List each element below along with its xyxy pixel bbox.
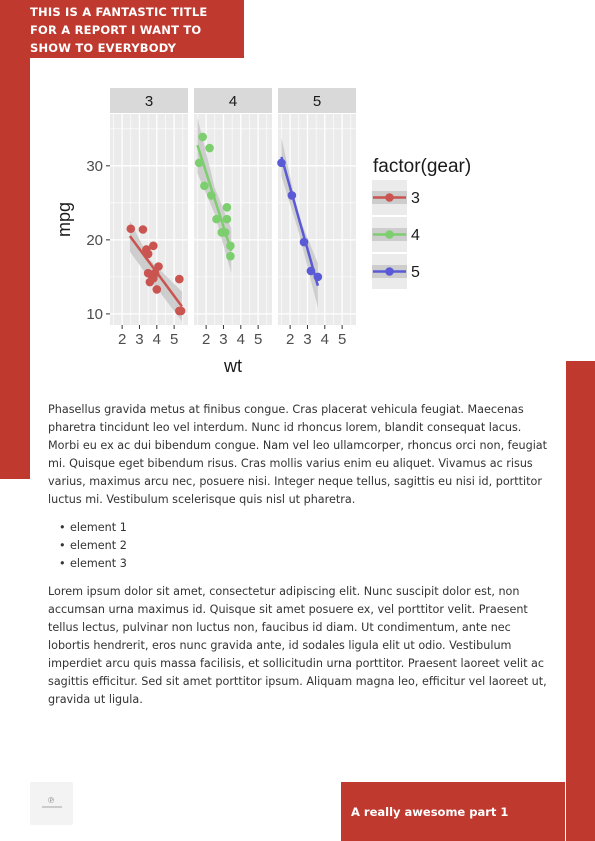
data-point [138, 225, 148, 234]
logo-mark-icon: ℗ [47, 796, 55, 805]
logo-underline [42, 806, 62, 808]
data-point [306, 266, 316, 276]
legend-title: factor(gear) [373, 156, 471, 177]
data-point [154, 262, 163, 271]
x-tick-label: 2 [202, 331, 210, 348]
report-title: THIS IS A FANTASTIC TITLE FOR A REPORT I… [30, 0, 244, 58]
facet-strip [110, 88, 188, 113]
data-point [277, 158, 286, 168]
x-tick-label: 4 [321, 331, 329, 348]
data-point [220, 228, 230, 237]
report-title-line-1: THIS IS A FANTASTIC TITLE [30, 5, 208, 19]
list-item: element 3 [59, 555, 553, 573]
paragraph-2: Lorem ipsum dolor sit amet, consectetur … [48, 585, 547, 706]
chart-svg: 32 3 4 542 3 4 552 3 4 5102030wtmpgfactor(gear)34… [54, 88, 471, 376]
report-title-line-3: SHOW TO EVERYBODY [30, 41, 177, 55]
trend-line [280, 156, 320, 287]
x-tick-label: 5 [338, 331, 346, 348]
company-logo-icon: ℗ [30, 782, 73, 825]
element-list: element 1 element 2 element 3 [48, 519, 553, 573]
x-tick-label: 3 [219, 331, 227, 348]
facet-strip [194, 88, 272, 113]
data-point [143, 249, 153, 259]
legend-point [385, 193, 394, 202]
x-tick-label: 3 [135, 331, 143, 348]
legend-point [385, 230, 394, 239]
x-axis-label: wt [223, 356, 242, 376]
y-tick-label: 10 [86, 306, 103, 323]
x-tick-label: 3 [303, 331, 311, 348]
data-point [207, 191, 216, 200]
list-item: element 1 [59, 519, 553, 537]
facet-label: 3 [145, 93, 153, 110]
data-point [198, 132, 207, 142]
x-tick-label: 2 [286, 331, 294, 348]
facet-label: 4 [229, 93, 237, 110]
legend-label: 5 [411, 264, 420, 281]
legend-point [385, 267, 394, 276]
left-accent-bar [0, 0, 30, 479]
facet-label: 5 [313, 93, 321, 110]
paragraph-1: Phasellus gravida metus at finibus congu… [48, 403, 548, 506]
x-tick-label: 2 [118, 331, 126, 348]
data-point [226, 241, 235, 251]
x-tick-label: 4 [237, 331, 245, 348]
data-point [176, 306, 186, 316]
report-body: Phasellus gravida metus at finibus congu… [48, 401, 553, 719]
x-tick-label: 5 [170, 331, 178, 348]
y-tick-label: 30 [86, 158, 103, 175]
legend-label: 4 [411, 227, 420, 244]
y-axis-label: mpg [54, 202, 74, 237]
data-point [149, 274, 158, 283]
facet-strip [278, 88, 356, 113]
data-point [200, 181, 209, 191]
footer-label-text: A really awesome part 1 [351, 804, 509, 819]
legend-label: 3 [411, 190, 420, 207]
data-point [175, 274, 184, 284]
x-tick-label: 5 [254, 331, 262, 348]
data-point [194, 158, 204, 168]
report-title-line-2: FOR A REPORT I WANT TO [30, 23, 202, 37]
data-point [152, 285, 162, 294]
data-point [287, 191, 297, 200]
data-point [313, 272, 323, 282]
data-point [222, 214, 232, 224]
data-point [226, 251, 235, 261]
data-point [212, 214, 221, 224]
footer-section-label: A really awesome part 1 [341, 782, 565, 841]
list-item: element 2 [59, 537, 553, 555]
data-point [299, 237, 309, 247]
data-point [222, 202, 232, 212]
data-point [149, 241, 158, 251]
y-tick-label: 20 [86, 232, 103, 249]
data-point [126, 224, 136, 234]
right-accent-bar [566, 361, 595, 841]
x-tick-label: 4 [153, 331, 161, 348]
data-point [205, 143, 214, 153]
faceted-scatter-chart: 3 2 3 4 5 4 2 3 4 5 5 2 3 4 5 10 20 30 wt mpg factor(gear) 3 4… [30, 80, 500, 380]
